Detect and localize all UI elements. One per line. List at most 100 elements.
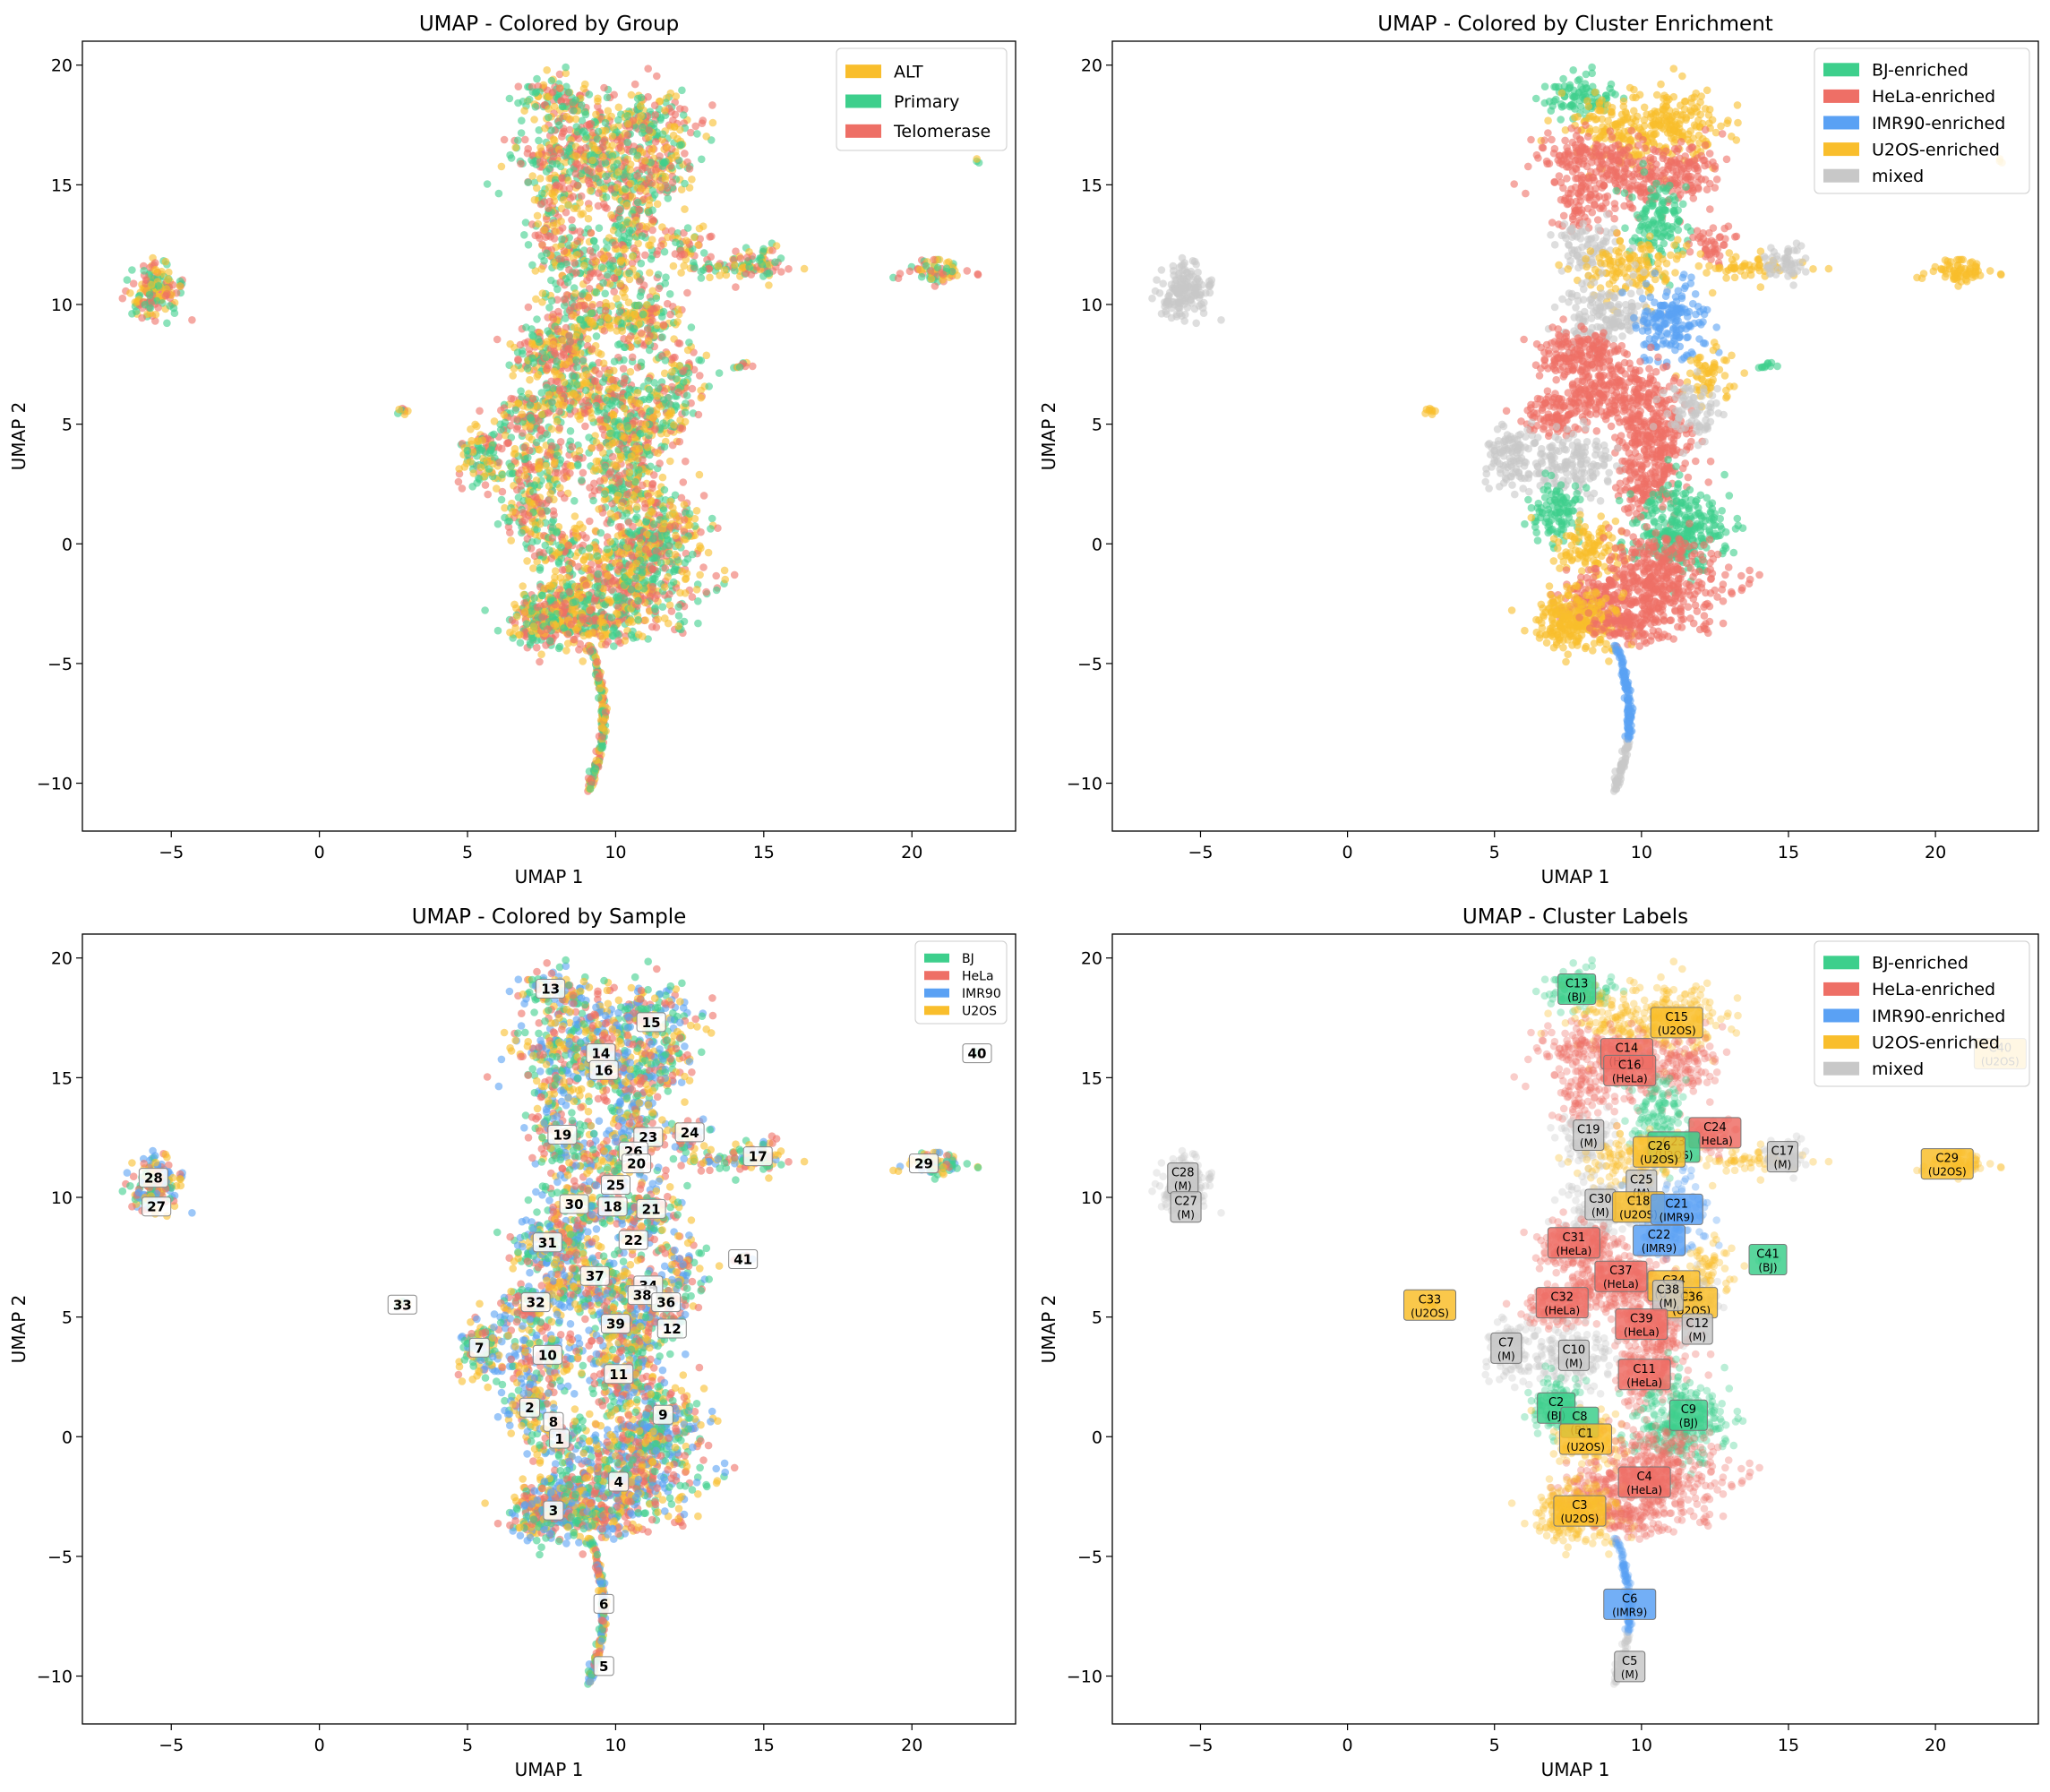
data-point (623, 131, 631, 140)
data-point (668, 178, 677, 186)
data-point (549, 135, 558, 143)
data-point (674, 603, 682, 612)
data-point (493, 335, 502, 344)
data-point (659, 506, 668, 514)
data-point (537, 650, 545, 658)
data-point (533, 643, 541, 652)
data-point (639, 123, 647, 132)
data-point (506, 528, 514, 536)
data-point (1959, 255, 1967, 264)
data-point (1945, 262, 1954, 270)
data-point (587, 119, 596, 128)
data-point (546, 637, 554, 645)
data-point (1552, 95, 1560, 104)
data-point (633, 198, 642, 207)
data-point (639, 310, 648, 319)
data-point (656, 559, 665, 567)
data-point (623, 112, 631, 120)
data-point (698, 155, 706, 164)
data-point (525, 496, 533, 504)
data-point (695, 356, 703, 364)
data-point (528, 354, 537, 363)
data-point (683, 224, 692, 232)
data-point (512, 604, 520, 613)
legend-label: Primary (894, 92, 959, 112)
data-point (517, 159, 525, 168)
data-point (593, 552, 602, 561)
data-point (618, 319, 626, 328)
data-point (667, 107, 675, 116)
data-point (605, 563, 613, 571)
data-point (681, 179, 689, 188)
data-point (1954, 282, 1962, 290)
data-point (1953, 255, 1961, 264)
data-point (568, 216, 576, 224)
data-point (151, 259, 159, 267)
data-point (635, 319, 643, 328)
data-point (514, 355, 522, 364)
data-point (538, 591, 546, 600)
data-point (521, 219, 530, 227)
data-point (614, 103, 623, 112)
data-point (681, 559, 689, 567)
data-point (579, 524, 587, 532)
data-point (562, 208, 570, 217)
data-point (634, 596, 642, 605)
data-point (648, 582, 657, 591)
data-point (647, 255, 656, 263)
data-point (600, 578, 609, 586)
data-point (614, 167, 622, 176)
data-point (570, 107, 578, 115)
data-point (542, 167, 551, 176)
data-point (644, 376, 652, 385)
data-point (697, 527, 705, 536)
data-point (151, 310, 160, 319)
data-point (587, 228, 596, 237)
x-tick-label: 15 (753, 843, 775, 862)
data-point (609, 577, 617, 586)
data-point (614, 630, 622, 639)
data-point (614, 603, 622, 612)
data-point (579, 556, 588, 565)
data-point (506, 628, 514, 637)
data-point (601, 289, 609, 298)
data-point (574, 562, 583, 571)
data-point (696, 570, 704, 579)
data-point (641, 616, 649, 624)
data-point (1559, 74, 1567, 83)
data-point (690, 233, 699, 242)
data-point (699, 492, 708, 500)
data-point (594, 589, 602, 597)
data-point (943, 259, 951, 267)
data-point (619, 364, 628, 373)
data-point (706, 273, 714, 282)
data-point (512, 424, 521, 433)
data-point (517, 387, 525, 396)
data-point (526, 640, 535, 649)
data-point (922, 262, 931, 270)
data-point (614, 471, 623, 480)
data-point (595, 383, 604, 391)
data-point (536, 446, 544, 454)
data-point (550, 510, 558, 519)
data-point (561, 314, 570, 322)
data-point (528, 538, 536, 546)
data-point (656, 242, 665, 250)
data-point (641, 157, 649, 165)
data-point (613, 268, 622, 277)
data-point (631, 515, 639, 524)
data-point (688, 176, 696, 184)
data-point (1929, 267, 1938, 276)
data-point (519, 98, 528, 106)
data-point (679, 367, 687, 376)
data-point (1176, 304, 1184, 313)
data-point (606, 510, 615, 518)
data-point (577, 169, 586, 178)
data-point (675, 362, 683, 370)
data-point (644, 133, 653, 141)
data-point (649, 535, 657, 543)
data-point (558, 102, 567, 111)
data-point (660, 387, 668, 395)
data-point (674, 622, 682, 630)
data-point (538, 613, 546, 622)
